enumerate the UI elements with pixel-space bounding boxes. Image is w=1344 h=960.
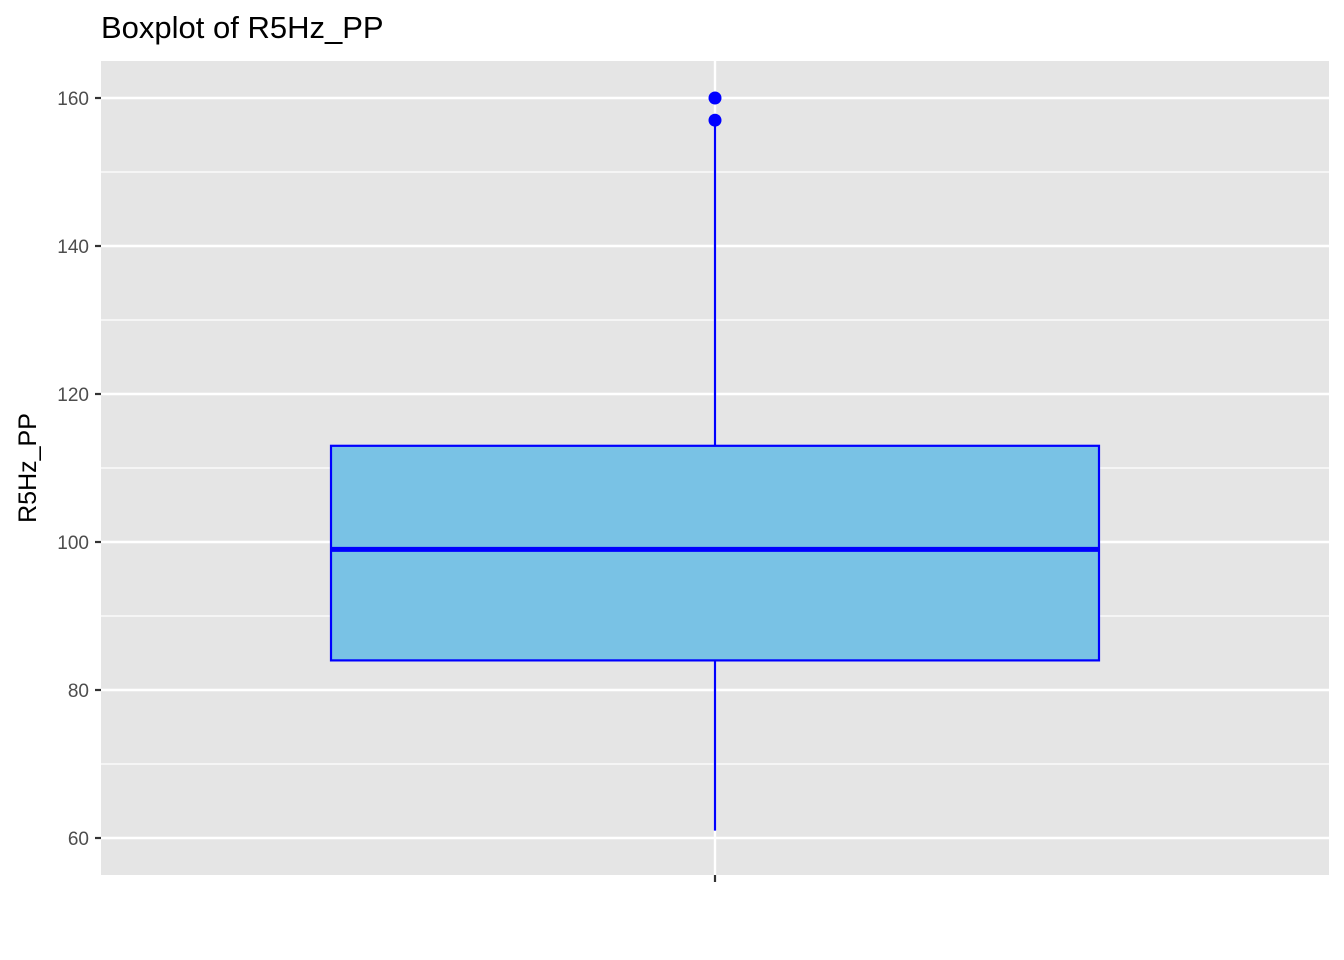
y-tick-label: 160 (57, 89, 89, 110)
y-axis-title: R5Hz_PP (14, 413, 42, 523)
chart-title: Boxplot of R5Hz_PP (101, 10, 384, 45)
outlier-point (708, 113, 722, 127)
y-tick-label: 120 (57, 385, 89, 406)
y-axis-tick-labels: 60 80 100 120 140 160 (57, 89, 89, 850)
y-tick-label: 140 (57, 237, 89, 258)
y-tick-label: 60 (68, 829, 89, 850)
y-tick-label: 80 (68, 681, 89, 702)
iqr-box (329, 444, 1101, 662)
outlier-point (708, 91, 722, 105)
y-tick-label: 100 (57, 533, 89, 554)
y-axis-ticks (95, 96, 101, 840)
outlier-points (708, 91, 722, 127)
